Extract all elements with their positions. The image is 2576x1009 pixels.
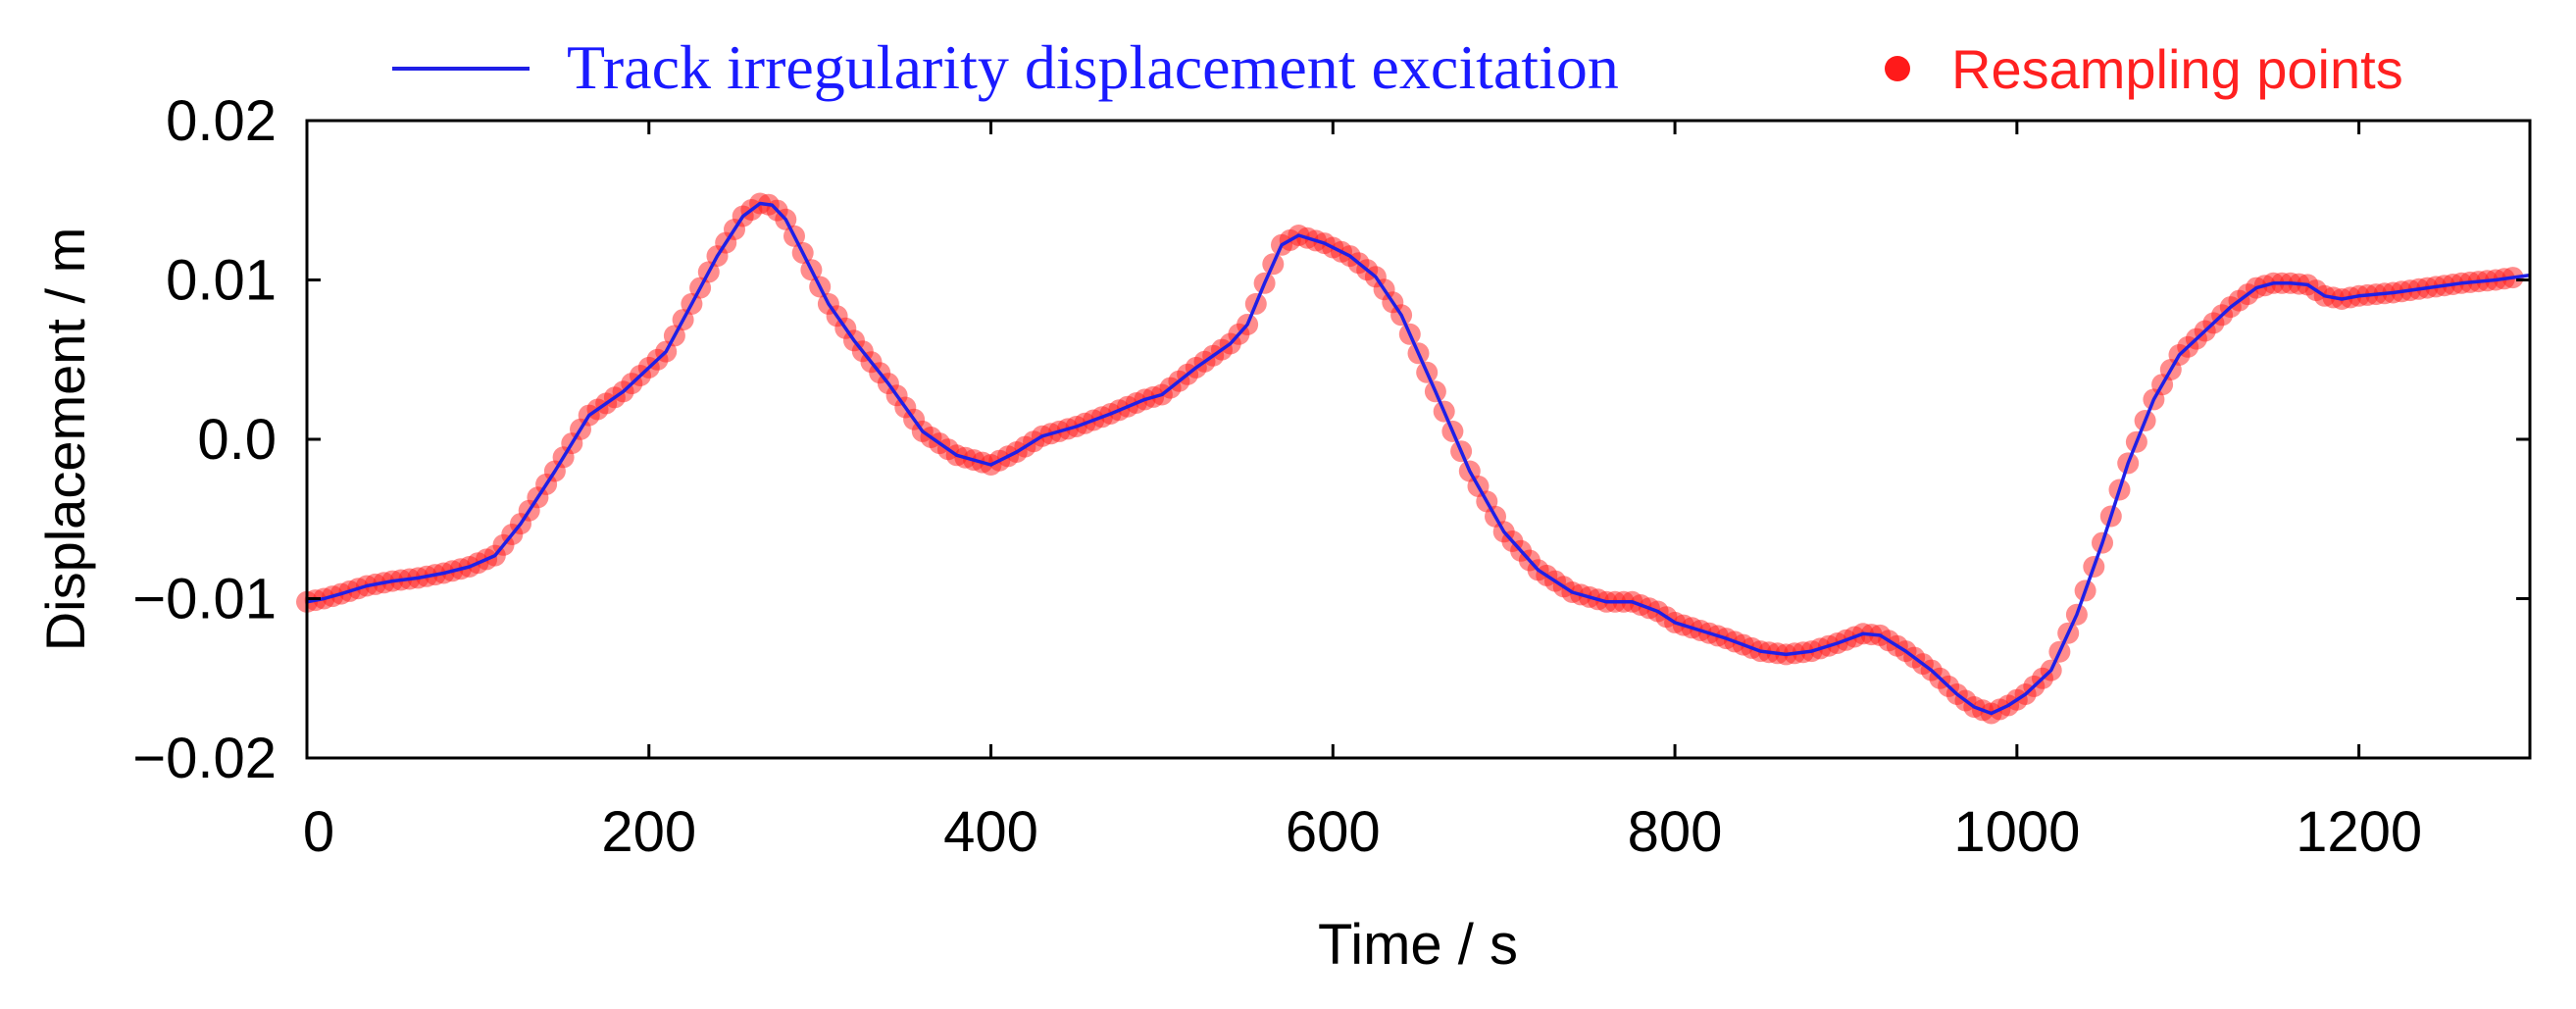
plot-frame [305,119,2532,760]
plot-area [296,119,2532,760]
series-line-track-irregularity [306,201,2531,716]
y-tick-label: 0.01 [166,249,277,313]
legend-line-label: Track irregularity displacement excitati… [567,32,1619,102]
x-axis: 0 200 400 600 800 1000 1200 [303,121,2422,864]
y-axis: 0.02 0.01 0.0 −0.01 −0.02 [132,89,2530,790]
y-tick-label: 0.02 [166,89,277,153]
x-tick-label: 0 [303,800,334,864]
x-tick-label: 800 [1628,800,1723,864]
scatter-layer [296,192,2524,725]
x-tick-label: 600 [1286,800,1381,864]
y-tick-label: −0.02 [132,727,277,790]
x-tick-label: 400 [943,800,1038,864]
x-tick-label: 1000 [1953,800,2080,864]
x-tick-label: 200 [601,800,696,864]
y-axis-label: Displacement / m [34,227,96,652]
legend: Track irregularity displacement excitati… [392,32,2403,102]
x-axis-label: Time / s [1318,913,1518,977]
legend-point-label: Resampling points [1951,38,2403,100]
y-tick-label: 0.0 [197,408,277,472]
legend-point-swatch [1885,56,1910,81]
y-tick-label: −0.01 [132,568,277,631]
x-tick-label: 1200 [2296,800,2422,864]
